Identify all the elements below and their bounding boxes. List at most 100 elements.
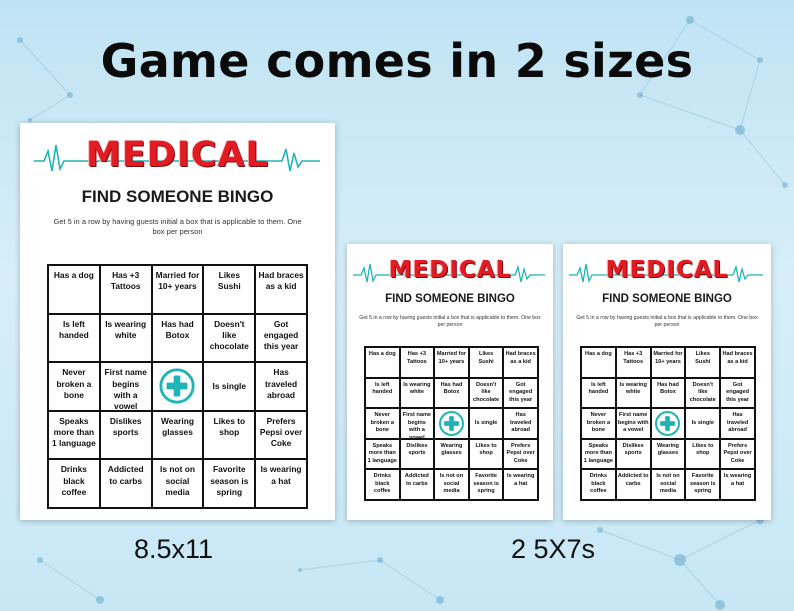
bingo-cell: Prefers Pepsi over Coke xyxy=(720,438,755,470)
bingo-card-large: MEDICAL FIND SOMEONE BINGO Get 5 in a ro… xyxy=(20,123,335,520)
bingo-cell: Favorite season is spring xyxy=(468,469,504,500)
bingo-cell: Is single xyxy=(468,408,504,439)
bingo-cell: Has +3 Tattoos xyxy=(615,347,651,378)
bingo-cell: Favorite season is spring xyxy=(685,469,721,500)
bingo-grid: Has a dog Has +3 Tattoos Married for 10+ y… xyxy=(364,346,539,501)
bingo-cell: Is single xyxy=(685,408,721,439)
bingo-cell: Married for 10+ years xyxy=(650,347,686,378)
bingo-cell: Is single xyxy=(203,362,256,411)
bingo-cell: Is wearing a hat xyxy=(503,469,538,500)
headline: Game comes in 2 sizes xyxy=(100,34,694,88)
bingo-cell: Has had Botox xyxy=(151,313,204,363)
bingo-cell: Doesn't like chocolate xyxy=(468,377,504,409)
bingo-cell: Has a dog xyxy=(365,347,400,378)
bingo-cell: Never broken a bone xyxy=(48,362,100,411)
bingo-cell: Addicted to carbs xyxy=(99,459,152,508)
bingo-cell: Dislikes sports xyxy=(615,438,651,470)
card-subtitle: FIND SOMEONE BINGO xyxy=(385,293,515,305)
bingo-cell: Married for 10+ years xyxy=(434,347,469,378)
medical-cross-icon xyxy=(158,367,196,405)
bingo-cell: Is wearing a hat xyxy=(255,459,307,508)
bingo-cell: Likes to shop xyxy=(685,438,721,470)
bingo-cell: Dislikes sports xyxy=(99,410,152,460)
bingo-cell: Is wearing white xyxy=(399,377,435,409)
free-space-cell xyxy=(151,362,204,411)
bingo-cell: Is wearing white xyxy=(99,313,152,363)
bingo-cell: Likes to shop xyxy=(203,410,256,460)
bingo-grid: Has a dog Has +3 Tattoos Married for 10+ y… xyxy=(580,346,756,501)
bingo-cell: Drinks black coffee xyxy=(48,459,100,508)
bingo-card-small-2: MEDICAL FIND SOMEONE BINGO Get 5 in a ro… xyxy=(563,244,771,520)
bingo-cell: Favorite season is spring xyxy=(203,459,256,508)
bingo-cell: Has traveled abroad xyxy=(720,408,755,439)
bingo-cell: Addicted to carbs xyxy=(615,469,651,500)
bingo-cell: Speaks more than 1 language xyxy=(48,410,100,460)
card-subtitle: FIND SOMEONE BINGO xyxy=(81,187,274,206)
free-space-cell xyxy=(650,408,686,439)
bingo-cell: Has a dog xyxy=(581,347,616,378)
bingo-cell: Drinks black coffee xyxy=(581,469,616,500)
bingo-card-small-1: MEDICAL FIND SOMEONE BINGO Get 5 in a ro… xyxy=(347,244,553,520)
bingo-cell: Likes Sushi xyxy=(468,347,504,378)
free-space-cell xyxy=(434,408,469,439)
bingo-cell: Is wearing a hat xyxy=(720,469,755,500)
ecg-line-icon xyxy=(34,144,320,172)
card-instructions: Get 5 in a row by having guests initial … xyxy=(359,315,541,329)
card-title-medical: MEDICAL xyxy=(86,135,269,175)
size-label-small: 2 5X7s xyxy=(511,534,596,564)
card-instructions: Get 5 in a row by having guests initial … xyxy=(53,217,302,237)
bingo-cell: Dislikes sports xyxy=(399,438,435,470)
bingo-cell: First name begins with a vowel xyxy=(399,408,435,439)
bingo-cell: First name begins with a vowel xyxy=(99,362,152,411)
bingo-cell: Wearing glasses xyxy=(650,438,686,470)
bingo-cell: Doesn't like chocolate xyxy=(203,313,256,363)
bingo-cell: Got engaged this year xyxy=(255,313,307,363)
bingo-cell: Is not on social media xyxy=(151,459,204,508)
bingo-cell: Has +3 Tattoos xyxy=(99,265,152,314)
bingo-cell: Is left handed xyxy=(48,313,100,363)
bingo-grid: Has a dog Has +3 Tattoos Married for 10+ y… xyxy=(47,264,308,509)
bingo-cell: Is left handed xyxy=(365,377,400,409)
ecg-line-icon xyxy=(569,263,763,284)
bingo-cell: Wearing glasses xyxy=(434,438,469,470)
bingo-cell: Never broken a bone xyxy=(365,408,400,439)
bingo-cell: Has traveled abroad xyxy=(255,362,307,411)
bingo-cell: Likes Sushi xyxy=(203,265,256,314)
bingo-cell: Married for 10+ years xyxy=(151,265,204,314)
card-title-medical: MEDICAL xyxy=(388,257,512,283)
bingo-cell: Has a dog xyxy=(48,265,100,314)
medical-cross-icon xyxy=(654,410,681,437)
bingo-cell: Drinks black coffee xyxy=(365,469,400,500)
bingo-cell: Prefers Pepsi over Coke xyxy=(255,410,307,460)
bingo-cell: Is left handed xyxy=(581,377,616,409)
size-label-large: 8.5x11 xyxy=(134,534,214,564)
bingo-cell: Has +3 Tattoos xyxy=(399,347,435,378)
card-instructions: Get 5 in a row by having guests initial … xyxy=(576,315,758,329)
bingo-cell: Likes Sushi xyxy=(685,347,721,378)
bingo-cell: Is not on social media xyxy=(650,469,686,500)
bingo-cell: Had braces as a kid xyxy=(720,347,755,378)
bingo-cell: Has had Botox xyxy=(650,377,686,409)
bingo-cell: Speaks more than 1 language xyxy=(581,438,616,470)
bingo-cell: Got engaged this year xyxy=(720,377,755,409)
bingo-cell: Has traveled abroad xyxy=(503,408,538,439)
bingo-cell: Prefers Pepsi over Coke xyxy=(503,438,538,470)
bingo-cell: Had braces as a kid xyxy=(255,265,307,314)
medical-cross-icon xyxy=(438,410,465,437)
bingo-cell: Wearing glasses xyxy=(151,410,204,460)
bingo-cell: Has had Botox xyxy=(434,377,469,409)
ecg-line-icon xyxy=(353,263,545,284)
bingo-cell: Had braces as a kid xyxy=(503,347,538,378)
bingo-cell: Likes to shop xyxy=(468,438,504,470)
bingo-cell: First name begins with a vowel xyxy=(615,408,651,439)
bingo-cell: Doesn't like chocolate xyxy=(685,377,721,409)
bingo-cell: Addicted to carbs xyxy=(399,469,435,500)
bingo-cell: Speaks more than 1 language xyxy=(365,438,400,470)
bingo-cell: Got engaged this year xyxy=(503,377,538,409)
card-subtitle: FIND SOMEONE BINGO xyxy=(602,293,732,305)
bingo-cell: Is not on social media xyxy=(434,469,469,500)
card-title-medical: MEDICAL xyxy=(605,257,729,283)
bingo-cell: Is wearing white xyxy=(615,377,651,409)
bingo-cell: Never broken a bone xyxy=(581,408,616,439)
